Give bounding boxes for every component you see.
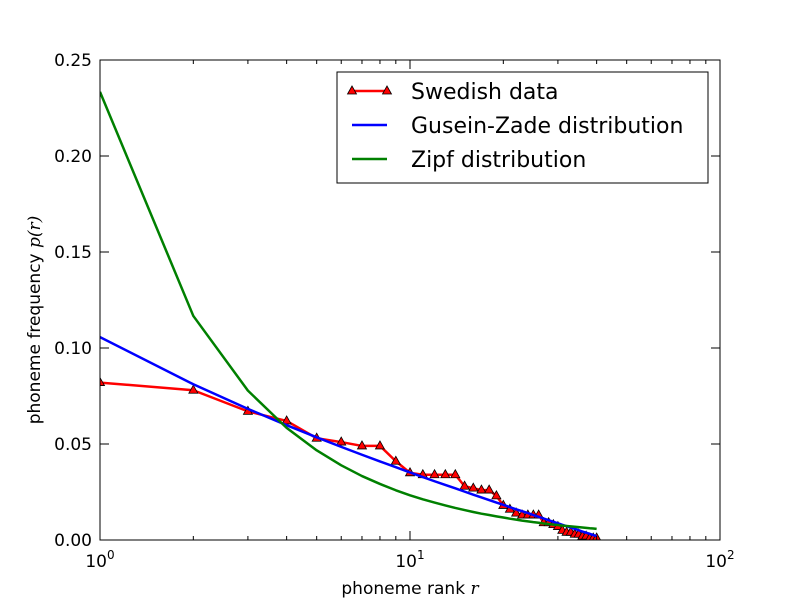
y-tick-label: 0.20 xyxy=(54,147,92,167)
data-point xyxy=(374,440,386,450)
y-tick-label: 0.25 xyxy=(54,51,92,71)
legend-label: Zipf distribution xyxy=(411,148,586,173)
legend-item-zipf-distribution: Zipf distribution xyxy=(352,148,586,173)
data-point xyxy=(468,482,479,492)
data-point xyxy=(483,484,495,494)
legend-item-gusein-zade-distribution: Gusein-Zade distribution xyxy=(352,114,683,139)
axis-labels: phoneme rank r phoneme frequency p(r) xyxy=(25,216,479,599)
y-tick-label: 0.15 xyxy=(54,243,92,263)
y-tick-label: 0.05 xyxy=(54,435,92,455)
data-point xyxy=(476,484,487,494)
data-point xyxy=(429,468,440,479)
data-point xyxy=(188,384,199,394)
data-point xyxy=(100,376,106,386)
series-line-gusein-zade-distribution xyxy=(100,335,598,538)
data-point xyxy=(356,440,368,450)
data-point xyxy=(491,490,502,500)
legend-label: Gusein-Zade distribution xyxy=(411,114,683,139)
series-line-zipf-distribution xyxy=(100,91,597,531)
ticks-layer: 100 101 102 0.00 0.05 0.10 0.15 0.20 0.25 xyxy=(54,51,735,572)
series-layer xyxy=(100,91,601,540)
y-axis-label: phoneme frequency p(r) xyxy=(25,216,45,425)
legend-marker xyxy=(346,85,358,95)
data-point xyxy=(336,436,347,446)
x-axis-label: phoneme rank r xyxy=(341,579,479,599)
data-point xyxy=(459,480,470,490)
x-tick-label: 100 xyxy=(85,548,114,572)
x-tick-label: 101 xyxy=(395,548,424,572)
y-tick-label: 0.10 xyxy=(54,339,92,359)
legend-label: Swedish data xyxy=(411,80,559,105)
legend-box xyxy=(336,71,709,184)
data-point xyxy=(390,455,401,465)
y-tick-label: 0.00 xyxy=(54,531,92,551)
series-zipf-distribution xyxy=(100,91,597,531)
legend-item-swedish-data: Swedish data xyxy=(346,80,559,105)
data-point xyxy=(510,507,522,517)
x-tick-label: 102 xyxy=(705,548,734,572)
legend: Swedish data Gusein-Zade distribution Zipf… xyxy=(336,71,709,184)
data-point xyxy=(440,468,451,479)
data-point xyxy=(450,468,461,479)
legend-marker xyxy=(381,85,393,95)
series-gusein-zade-distribution xyxy=(100,335,598,538)
